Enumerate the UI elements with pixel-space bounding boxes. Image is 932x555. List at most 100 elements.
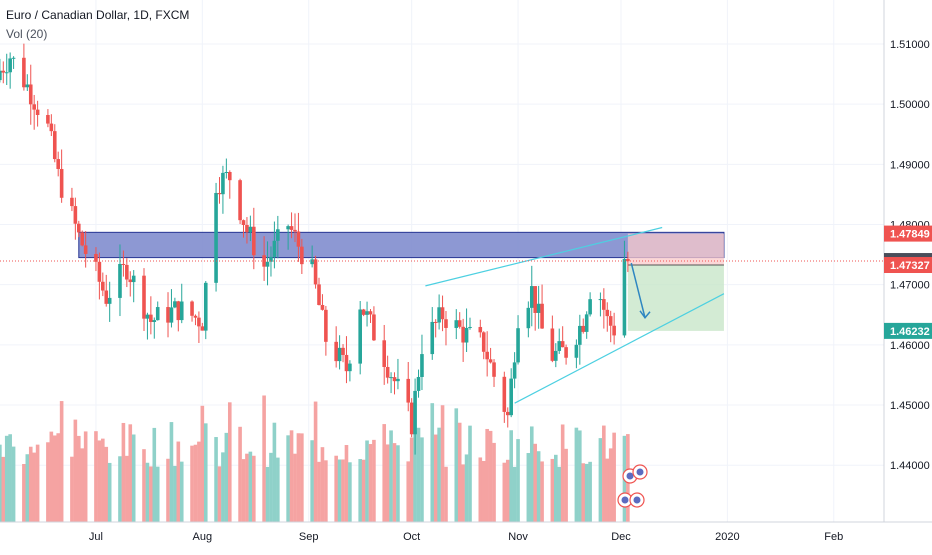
event-icon-dot	[636, 468, 644, 476]
channel-lower-line	[514, 293, 725, 404]
candle-body	[227, 172, 232, 181]
volume-bar	[444, 466, 448, 522]
candle-body	[389, 377, 393, 379]
candle-body	[169, 307, 174, 323]
volume-bar	[341, 459, 345, 522]
volume-bar	[272, 422, 277, 522]
volume-bar	[118, 456, 122, 522]
volume-bar	[4, 435, 9, 522]
volume-bar	[382, 424, 387, 522]
volume-bar	[430, 403, 435, 522]
candle-body	[485, 351, 489, 360]
time-tick-label: Aug	[193, 531, 213, 543]
candle-body	[35, 109, 40, 115]
candle-body	[73, 206, 78, 224]
volume-bar	[605, 458, 610, 522]
volume-bar	[252, 455, 256, 522]
volume-bar	[505, 459, 510, 522]
candle-body	[145, 314, 150, 319]
volume-bar	[334, 455, 338, 522]
candle-body	[221, 172, 225, 195]
candle-body	[56, 159, 61, 169]
volume-bar	[11, 446, 16, 522]
volume-bar	[46, 442, 50, 522]
volume-bar	[488, 430, 493, 522]
candle-body	[553, 350, 558, 361]
volume-bar	[59, 401, 64, 522]
volume-bar	[348, 462, 352, 522]
time-tick-label: Sep	[299, 531, 319, 543]
candle-body	[492, 362, 496, 377]
price-tick-label: 1.44000	[890, 460, 930, 472]
volume-bar	[478, 457, 483, 522]
volume-bar	[392, 443, 397, 522]
volume-bar	[317, 461, 321, 522]
volume-bar	[145, 462, 150, 522]
volume-bar	[420, 437, 424, 522]
time-tick-label: Feb	[824, 531, 843, 543]
candle-body	[121, 263, 126, 265]
volume-bar	[248, 451, 253, 522]
volume-bar	[602, 425, 606, 522]
candle-body	[142, 275, 146, 319]
candle-body	[313, 259, 318, 285]
candle-body	[176, 301, 181, 321]
volume-bar	[324, 460, 328, 522]
candle-body	[612, 325, 616, 336]
volume-bar	[574, 427, 579, 522]
volume-bar	[166, 458, 170, 522]
candle-body	[560, 341, 565, 348]
price-label-bg	[884, 225, 932, 242]
candle-body	[59, 168, 64, 198]
candle-body	[52, 131, 57, 160]
candle-body	[626, 258, 630, 262]
candle-body	[252, 226, 256, 256]
volume-bar	[121, 422, 126, 522]
candle-body	[265, 261, 270, 267]
price-label-stop_loss: 1.47849	[890, 229, 930, 241]
candle-body	[420, 354, 424, 377]
volume-bar	[358, 459, 362, 522]
channel-upper-line	[425, 226, 663, 287]
volume-bar	[173, 465, 177, 522]
volume-bar	[149, 466, 153, 522]
candle-body	[505, 411, 510, 416]
candle-body	[0, 70, 2, 81]
volume-bar	[238, 426, 242, 522]
volume-bar	[433, 434, 438, 522]
candle-body	[584, 314, 589, 332]
candle-body	[430, 321, 435, 355]
volume-bar	[197, 441, 201, 522]
candle-body	[296, 231, 301, 247]
projection-arrow	[630, 262, 646, 318]
volume-bar	[461, 464, 465, 522]
volume-bar	[372, 439, 376, 522]
volume-bar	[179, 461, 184, 522]
volume-bar	[468, 425, 472, 522]
candle-body	[526, 307, 531, 329]
candle-body	[200, 326, 205, 331]
price-tick-label: 1.50000	[890, 99, 930, 111]
candle-body	[179, 301, 184, 321]
time-axis: Jul Aug Sep Oct Nov Dec 2020 Feb	[0, 521, 932, 543]
volume-bar	[214, 437, 218, 522]
volume-bar	[152, 427, 157, 522]
volume-bar	[320, 447, 325, 522]
candle-body	[372, 314, 376, 341]
volume-bar	[409, 437, 414, 522]
candle-body	[578, 325, 582, 345]
price-label-bg	[884, 257, 932, 274]
candle-body	[190, 301, 194, 316]
candle-body	[536, 303, 541, 313]
candle-body	[454, 320, 459, 328]
volume-bar	[581, 463, 586, 522]
candle-body	[118, 263, 122, 298]
candle-body	[269, 256, 273, 262]
volume-bar	[526, 453, 531, 522]
stop-loss-zone	[627, 233, 724, 266]
volume-bar	[413, 431, 417, 522]
candle-body	[358, 309, 362, 364]
volume-bar	[107, 462, 112, 522]
